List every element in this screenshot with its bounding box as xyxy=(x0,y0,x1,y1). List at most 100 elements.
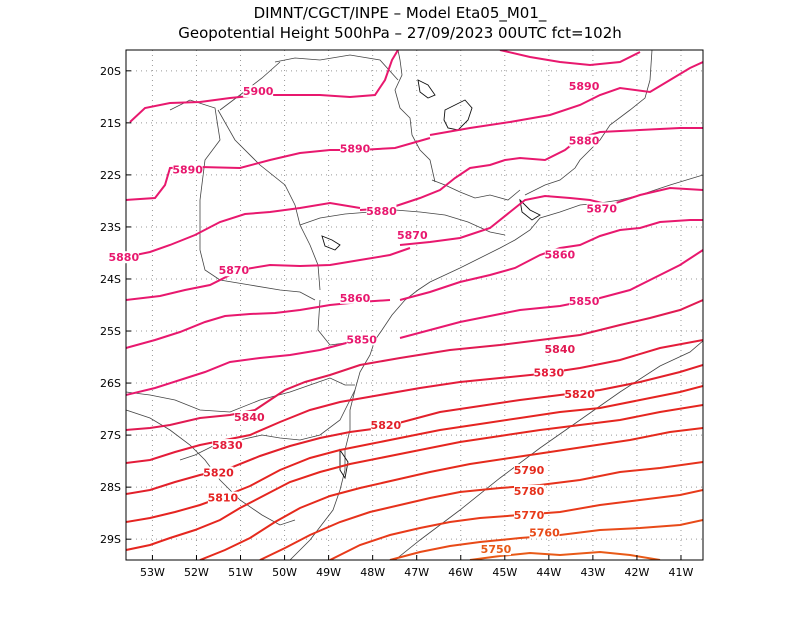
border-sp-mg xyxy=(394,50,436,183)
contour-5810 xyxy=(126,385,703,523)
reservoir-minor xyxy=(321,235,341,251)
contour-label-bg xyxy=(243,85,274,98)
political-borders xyxy=(126,50,703,560)
lon-label: 42W xyxy=(624,566,649,579)
lat-label: 26S xyxy=(100,377,121,390)
contour-label: 5900 xyxy=(243,85,274,98)
lon-label: 45W xyxy=(492,566,517,579)
lat-label: 29S xyxy=(100,533,121,546)
contour-label: 5820 xyxy=(371,419,402,432)
contour-label: 5780 xyxy=(514,485,545,498)
contour-label: 5880 xyxy=(366,205,397,218)
contour-label-bg xyxy=(544,248,575,261)
border-mg-es xyxy=(524,50,653,196)
lat-label: 28S xyxy=(100,481,121,494)
contour-label: 5870 xyxy=(397,229,428,242)
lon-label: 52W xyxy=(184,566,209,579)
contour-5860-b xyxy=(126,299,391,349)
contour-5880-a xyxy=(359,127,703,211)
contour-label: 5770 xyxy=(514,509,545,522)
reservoir-north xyxy=(417,79,436,99)
lon-label: 49W xyxy=(316,566,341,579)
contour-5830 xyxy=(126,339,703,464)
contour-5850-b xyxy=(126,339,371,396)
lon-label: 48W xyxy=(360,566,385,579)
contour-5880-b xyxy=(126,201,361,258)
contour-label-bg xyxy=(544,342,575,355)
contour-label-bg xyxy=(346,333,377,346)
border-ms-sp xyxy=(217,109,321,291)
contour-label-bg xyxy=(569,294,600,307)
contour-label-bg xyxy=(533,366,564,379)
lat-label: 25S xyxy=(100,325,121,338)
lat-label: 21S xyxy=(100,117,121,130)
coastal-lagoon xyxy=(519,198,541,221)
contour-label-bg xyxy=(569,79,600,92)
contour-label: 5860 xyxy=(545,249,576,262)
contour-label-bg xyxy=(203,466,234,479)
graticule-grid xyxy=(126,50,703,560)
border-mg-rj xyxy=(431,179,521,201)
lat-label: 22S xyxy=(100,169,121,182)
contour-5800 xyxy=(126,404,703,551)
lon-label: 53W xyxy=(140,566,165,579)
lon-label: 44W xyxy=(536,566,561,579)
contour-labels: 5900 589058905890588058805880587058705870… xyxy=(108,79,617,556)
contour-label: 5820 xyxy=(203,467,234,480)
contour-5870-a xyxy=(399,186,703,246)
map-title-line-2: Geopotential Height 500hPa – 27/09/2023 … xyxy=(178,24,622,42)
contour-5890-a xyxy=(429,61,703,136)
border-paraguay xyxy=(169,99,316,301)
contour-label-bg xyxy=(564,388,595,401)
border-sc-rs xyxy=(179,389,356,461)
contour-label: 5880 xyxy=(569,135,600,148)
border-pr-sp xyxy=(299,209,506,236)
contour-label: 5760 xyxy=(529,527,560,540)
contour-5790 xyxy=(199,427,703,560)
contour-label: 5890 xyxy=(172,163,203,176)
contour-label-bg xyxy=(397,228,428,241)
lon-label: 46W xyxy=(448,566,473,579)
contour-label: 5880 xyxy=(108,251,139,264)
axis-labels: 20S 21S 22S 23S 24S 25S 26S 27S 28S 29S 53W 52W 51W 5… xyxy=(100,65,694,579)
contour-label-bg xyxy=(366,204,397,217)
contour-label-bg xyxy=(514,464,545,477)
contour-label-bg xyxy=(569,134,600,147)
border-argentina xyxy=(126,377,355,413)
lon-label: 43W xyxy=(580,566,605,579)
contour-label-bg xyxy=(108,251,139,264)
lat-label: 20S xyxy=(100,65,121,78)
lon-label: 47W xyxy=(404,566,429,579)
lon-label: 51W xyxy=(228,566,253,579)
plot-frame xyxy=(125,49,704,561)
contour-label-bg xyxy=(234,410,265,423)
contour-5860-a xyxy=(399,219,703,301)
border-go-mg xyxy=(274,54,399,81)
contour-label-bg xyxy=(586,202,617,215)
contour-label: 5850 xyxy=(569,295,600,308)
lon-label: 50W xyxy=(272,566,297,579)
contour-label-bg xyxy=(218,264,249,277)
lat-label: 24S xyxy=(100,273,121,286)
contour-label: 5840 xyxy=(234,411,265,424)
lakes xyxy=(321,79,541,480)
contour-label: 5820 xyxy=(564,388,595,401)
contour-label: 5790 xyxy=(514,464,545,477)
contour-label: 5840 xyxy=(545,343,576,356)
contour-5850-a xyxy=(399,249,703,339)
contour-label-bg xyxy=(207,491,238,504)
contour-label: 5890 xyxy=(340,142,371,155)
contour-label: 5750 xyxy=(481,543,512,556)
contour-label-bg xyxy=(529,526,560,539)
lat-label: 23S xyxy=(100,221,121,234)
contour-label: 5830 xyxy=(534,367,565,380)
contour-label-bg xyxy=(514,508,545,521)
contour-5870-b xyxy=(126,247,411,301)
contour-5750 xyxy=(469,550,661,560)
contour-5900-b xyxy=(499,50,641,67)
contour-5900-a xyxy=(129,50,399,123)
contour-label: 5850 xyxy=(346,333,377,346)
contour-label: 5810 xyxy=(208,492,239,505)
contour-label-bg xyxy=(212,439,243,452)
